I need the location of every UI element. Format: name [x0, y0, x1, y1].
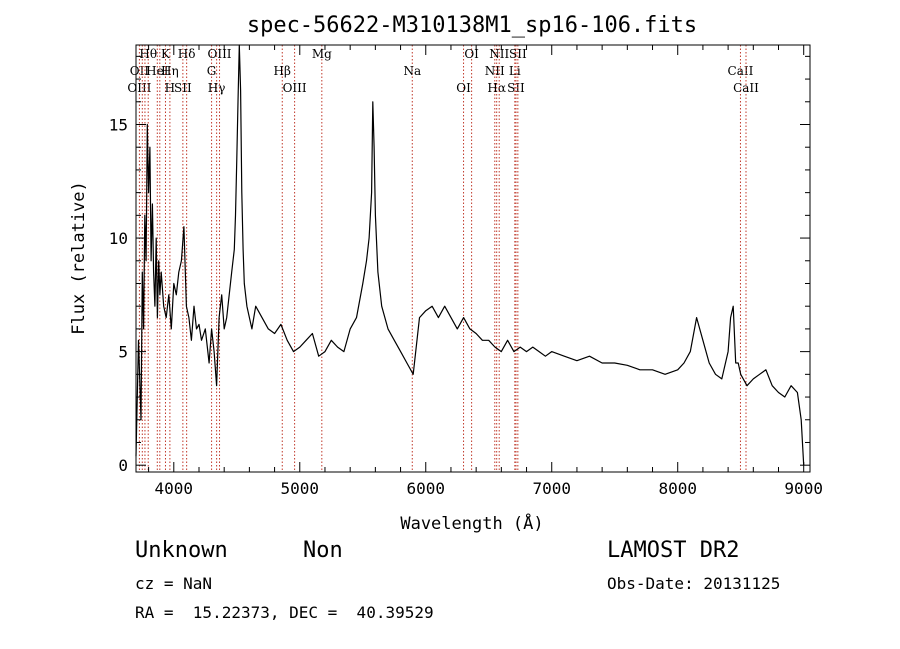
x-tick-label: 6000	[406, 479, 445, 498]
spectral-line-label: Hα	[487, 81, 506, 95]
coordinates-label: RA = 15.22373, DEC = 40.39529	[135, 603, 434, 622]
spectral-line-label: G	[207, 64, 217, 78]
spectral-line-label: Li	[509, 64, 521, 78]
spectral-line-label: OII	[130, 64, 150, 78]
y-tick-label: 10	[109, 229, 128, 248]
y-axis-label: Flux (relative)	[69, 181, 89, 335]
spectral-line-label: Hγ	[208, 81, 226, 95]
redshift-label: cz = NaN	[135, 574, 213, 593]
x-tick-label: 9000	[784, 479, 823, 498]
spectral-line-label: OI	[456, 81, 471, 95]
plot-frame	[135, 44, 811, 473]
spectral-line-label: Mg	[312, 47, 332, 61]
x-tick-label: 4000	[155, 479, 194, 498]
spectral-line-label: HeI	[146, 64, 169, 78]
y-tick-label: 5	[118, 343, 128, 362]
spectral-line-label: Hδ	[178, 47, 196, 61]
chart-title: spec-56622-M310138M1_sp16-106.fits	[247, 13, 697, 38]
x-axis-label: Wavelength (Å)	[400, 512, 543, 534]
spectral-line-label: SII	[507, 81, 525, 95]
survey-label: LAMOST DR2	[607, 538, 740, 563]
spectrum-line	[135, 44, 805, 466]
spectral-line-label: Hη	[161, 64, 179, 78]
x-tick-label: 5000	[281, 479, 320, 498]
y-tick-label: 0	[118, 456, 128, 475]
x-tick-label: 8000	[658, 479, 697, 498]
plot-area: OIIOIIIHθHeIKHηHSIIHδGHγOIIIHβOIIIMgNaOI…	[109, 44, 823, 498]
obs-date-label: Obs-Date: 20131125	[607, 574, 781, 593]
spectral-line-label: CaII	[733, 81, 759, 95]
spectral-line-label: Hθ	[139, 47, 157, 61]
spectral-line-label: Hβ	[274, 64, 291, 78]
subclass-label: Non	[303, 538, 343, 563]
spectral-line-label: NII	[485, 64, 505, 78]
spectral-line-label: SII	[509, 47, 527, 61]
spectral-line-label: Na	[403, 64, 421, 78]
spectral-line-label: SII	[174, 81, 192, 95]
x-tick-label: 7000	[532, 479, 571, 498]
spectral-line-label: K	[161, 47, 171, 61]
spectral-line-label: OIII	[127, 81, 151, 95]
spectral-line-label: OIII	[207, 47, 231, 61]
spectral-line-label: CaII	[728, 64, 754, 78]
spectral-line-label: H	[165, 81, 175, 95]
y-tick-label: 15	[109, 115, 128, 134]
class-label: Unknown	[135, 538, 228, 563]
spectral-line-label: OI	[464, 47, 479, 61]
spectral-line-label: NII	[489, 47, 509, 61]
spectral-line-label: OIII	[283, 81, 307, 95]
